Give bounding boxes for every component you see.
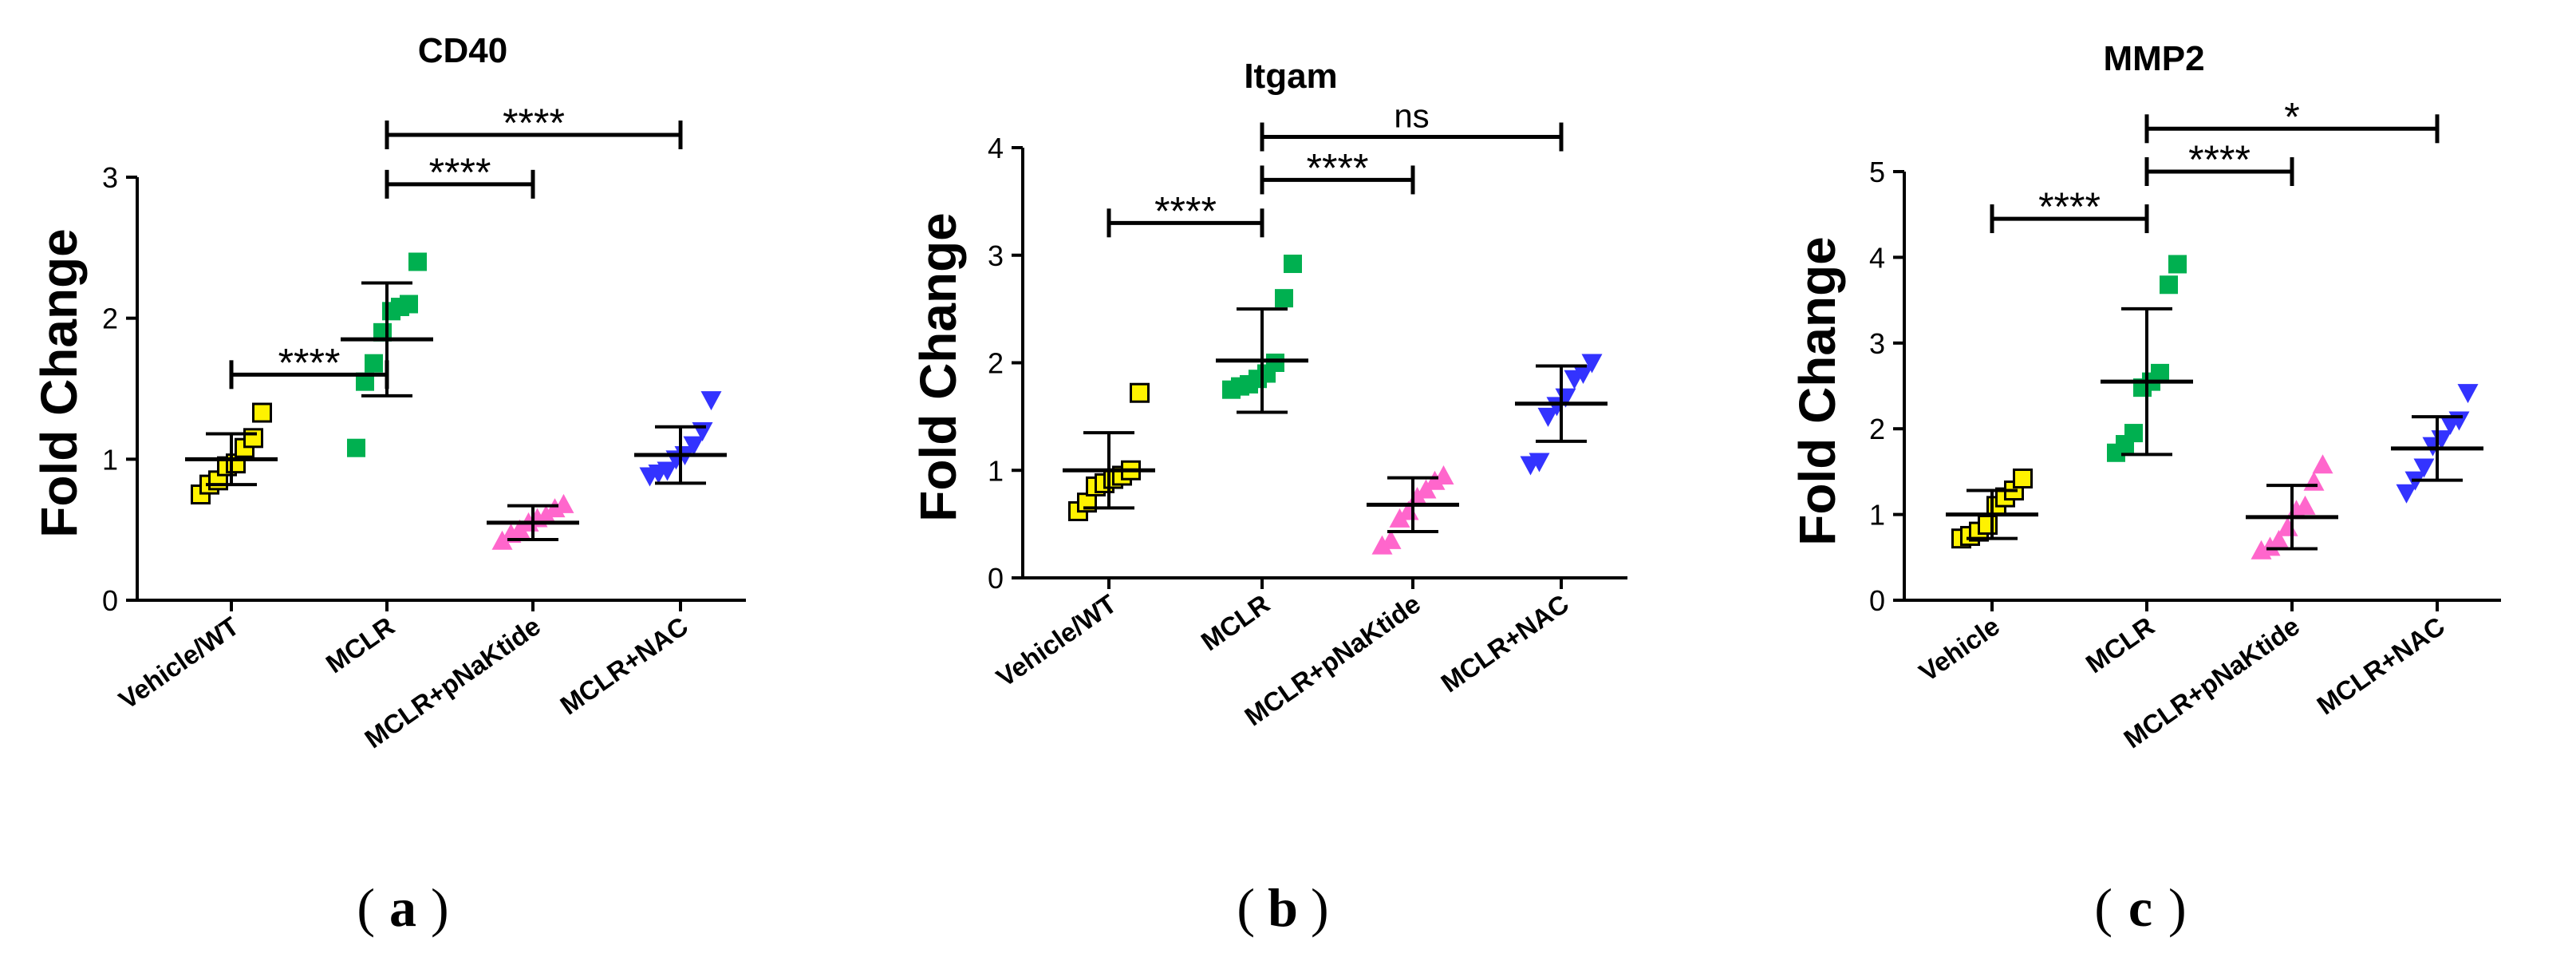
data-point: [2312, 454, 2333, 474]
data-point: [1380, 529, 1402, 549]
y-tick-label: 2: [1869, 413, 1885, 445]
panel-label: a: [389, 877, 416, 938]
panel-label-close: ): [1311, 877, 1329, 938]
y-tick-label: 1: [102, 443, 118, 476]
y-axis-label: Fold Change: [30, 228, 88, 538]
data-point: [1275, 289, 1293, 308]
y-axis-label: Fold Change: [1789, 236, 1846, 546]
chart-title: Itgam: [1244, 57, 1337, 96]
y-tick-label: 1: [1869, 499, 1885, 532]
data-point: [1537, 407, 1559, 427]
sig-label: ****: [2188, 137, 2251, 182]
x-tick-label: MCLR+NAC: [2311, 611, 2450, 720]
x-tick-label: Vehicle/WT: [991, 588, 1122, 692]
panel-label: c: [2128, 877, 2152, 938]
data-point: [2396, 484, 2417, 504]
data-point: [1130, 382, 1150, 403]
panel-label-open: (: [2094, 877, 2112, 938]
x-tick-label: MCLR: [2081, 611, 2160, 678]
data-point: [408, 252, 427, 271]
y-tick-label: 2: [988, 347, 1004, 380]
sig-label: ns: [1394, 97, 1429, 135]
data-point: [2168, 255, 2187, 274]
data-point: [1371, 535, 1393, 555]
data-point: [1424, 470, 1446, 490]
y-tick-label: 0: [1869, 584, 1885, 617]
panel-label-close: ): [431, 877, 449, 938]
data-point: [657, 461, 678, 481]
x-tick-label: MCLR+NAC: [1435, 588, 1574, 698]
data-point: [1978, 514, 1998, 535]
data-point: [2268, 529, 2290, 549]
y-axis-label: Fold Change: [909, 212, 967, 522]
y-tick-label: 3: [1869, 327, 1885, 360]
y-tick-label: 4: [1869, 241, 1885, 274]
data-point: [1581, 354, 1603, 374]
data-point: [2303, 471, 2325, 491]
x-tick-label: MCLR: [1196, 588, 1275, 656]
x-tick-label: Vehicle/WT: [113, 611, 244, 714]
data-point: [2457, 384, 2479, 404]
sig-label: ****: [429, 150, 491, 195]
data-point: [1433, 465, 1454, 484]
data-point: [2160, 275, 2178, 295]
y-tick-label: 2: [102, 303, 118, 335]
chart-title: CD40: [418, 31, 508, 70]
data-point: [2124, 424, 2143, 443]
data-point: [2294, 495, 2316, 515]
data-point: [252, 402, 272, 423]
data-point: [2013, 468, 2033, 488]
chart-title: MMP2: [2103, 39, 2204, 78]
y-tick-label: 3: [988, 239, 1004, 272]
data-point: [553, 493, 574, 513]
sig-label: ****: [278, 340, 341, 385]
data-point: [700, 391, 722, 411]
x-tick-label: MCLR: [321, 611, 400, 678]
sig-label: ****: [2038, 184, 2101, 229]
panel-label-close: ): [2168, 877, 2187, 938]
data-point: [365, 354, 383, 373]
panel-label-open: (: [357, 877, 375, 938]
y-tick-label: 1: [988, 454, 1004, 487]
panel-b: Itgam Fold Change ( b ) 0 1 2 3 4 Vehicle/WT M…: [909, 57, 1627, 938]
panel-label: b: [1268, 877, 1298, 938]
sig-label: *: [2284, 94, 2299, 139]
data-point: [400, 295, 418, 314]
data-point: [243, 428, 263, 449]
data-point: [1266, 354, 1284, 372]
y-tick-label: 5: [1869, 156, 1885, 188]
data-point: [1529, 453, 1550, 473]
data-point: [683, 436, 704, 456]
x-tick-label: MCLR+NAC: [554, 611, 693, 720]
y-tick-label: 0: [988, 562, 1004, 595]
y-tick-label: 3: [102, 161, 118, 194]
panel-c: MMP2 Fold Change ( c ) 0 1 2 3 4 5 Vehicle MCLR…: [1789, 39, 2501, 938]
y-tick-label: 0: [102, 584, 118, 617]
x-tick-label: Vehicle: [1914, 611, 2005, 687]
panel-a: CD40 Fold Change ( a ) 0 1 2 3 Vehicle/WT MCL…: [30, 31, 746, 938]
data-point: [2277, 516, 2298, 536]
data-point: [347, 438, 365, 457]
sig-label: ****: [1307, 145, 1369, 190]
data-point: [2151, 363, 2169, 382]
data-point: [2413, 458, 2435, 478]
data-point: [1572, 364, 1594, 384]
sig-label: ****: [503, 101, 565, 145]
y-tick-label: 4: [988, 132, 1004, 164]
panel-label-open: (: [1237, 877, 1255, 938]
sig-label: ****: [1154, 188, 1217, 233]
data-point: [1284, 255, 1302, 274]
